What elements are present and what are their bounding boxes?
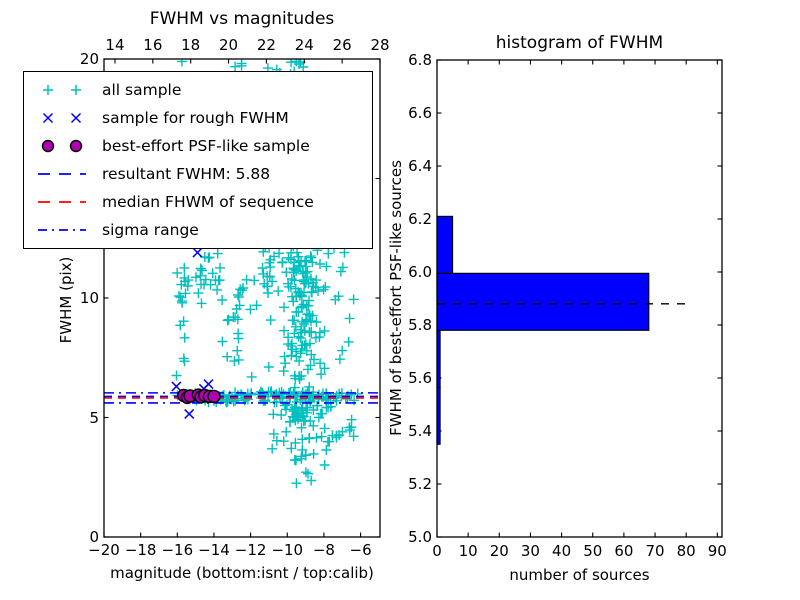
right-plot-title: histogram of FWHM (495, 33, 664, 53)
right-xtick-label: 30 (520, 542, 540, 560)
legend-marker-x-markers (42, 112, 82, 124)
left-top-xtick-label: 28 (370, 36, 390, 54)
legend-item-label: best-effort PSF-like sample (102, 137, 310, 155)
legend-item: best-effort PSF-like sample (34, 133, 372, 159)
left-xtick-label: −6 (349, 541, 372, 559)
legend-item: median FHWM of sequence (34, 189, 372, 215)
reference-lines (104, 392, 380, 404)
histogram-bar (436, 272, 650, 331)
right-ytick-label: 6.2 (408, 210, 432, 228)
legend-item-label: resultant FWHM: 5.88 (102, 165, 271, 183)
right-ytick-label: 6.8 (408, 51, 432, 69)
right-ytick-label: 6.0 (408, 263, 432, 281)
all-sample-points (171, 59, 363, 489)
histogram-bars (436, 215, 650, 445)
left-xtick-label: −10 (271, 541, 304, 559)
right-ytick-label: 5.0 (408, 528, 432, 546)
left-ytick-label: 0 (89, 528, 99, 546)
legend-marker-circle-markers (41, 139, 83, 153)
right-ytick-label: 5.8 (408, 316, 432, 334)
right-xtick-label: 0 (432, 542, 442, 560)
legend-item-label: sample for rough FWHM (102, 109, 289, 127)
left-top-xtick-label: 22 (256, 36, 276, 54)
right-plot-frame (436, 59, 723, 538)
left-plot-xlabel: magnitude (bottom:isnt / top:calib) (110, 564, 374, 582)
legend-marker-dashed-line (38, 201, 86, 203)
right-xtick-label: 40 (552, 542, 572, 560)
left-top-xtick-label: 18 (181, 36, 201, 54)
right-xtick-label: 70 (645, 542, 665, 560)
left-xtick-label: −18 (124, 541, 157, 559)
right-ytick-label: 5.4 (408, 422, 432, 440)
right-xtick-label: 10 (458, 542, 478, 560)
right-xtick-label: 60 (614, 542, 634, 560)
right-ytick-label: 5.6 (408, 369, 432, 387)
left-xtick-label: −8 (312, 541, 335, 559)
legend-item: resultant FWHM: 5.88 (34, 161, 372, 187)
left-top-xtick-label: 14 (105, 36, 125, 54)
legend-marker-dashdot-line (38, 229, 86, 231)
left-ytick-label: 5 (89, 408, 99, 427)
left-xtick-label: −12 (234, 541, 267, 559)
histogram-bar (436, 215, 454, 274)
left-top-xtick-label: 26 (332, 36, 352, 54)
right-xtick-label: 90 (707, 542, 727, 560)
right-xtick-label: 20 (489, 542, 509, 560)
legend-item-label: median FHWM of sequence (102, 193, 314, 211)
right-ytick-label: 6.4 (408, 157, 432, 175)
right-plot-xlabel: number of sources (509, 566, 650, 584)
right-xtick-label: 80 (676, 542, 696, 560)
left-xtick-label: −20 (88, 541, 120, 559)
left-ytick-label: 10 (79, 289, 99, 307)
legend-item-label: sigma range (102, 221, 199, 239)
legend-item: all sample (34, 77, 372, 103)
legend-marker-dashed-line (38, 173, 86, 175)
left-top-xtick-label: 24 (294, 36, 314, 54)
right-plot-ylabel: FWHM of best-effort PSF-like sources (387, 160, 405, 436)
left-plot-title: FWHM vs magnitudes (149, 9, 335, 29)
left-xtick-label: −16 (161, 541, 194, 559)
legend-item-label: all sample (102, 81, 182, 99)
psf-sample-points (177, 388, 221, 405)
right-ytick-label: 6.6 (408, 104, 432, 122)
left-top-xtick-label: 16 (143, 36, 163, 54)
legend-marker-plus-markers (43, 85, 81, 95)
legend-item: sigma range (34, 217, 372, 243)
right-ytick-label: 5.2 (408, 475, 432, 493)
left-ytick-label: 20 (79, 50, 99, 68)
legend-box: all sample sample for rough FWHM best-effo… (23, 71, 373, 249)
left-top-xtick-label: 20 (219, 36, 239, 54)
right-xtick-label: 50 (583, 542, 603, 560)
left-xtick-label: −14 (198, 541, 230, 559)
legend-item: sample for rough FWHM (34, 105, 372, 131)
